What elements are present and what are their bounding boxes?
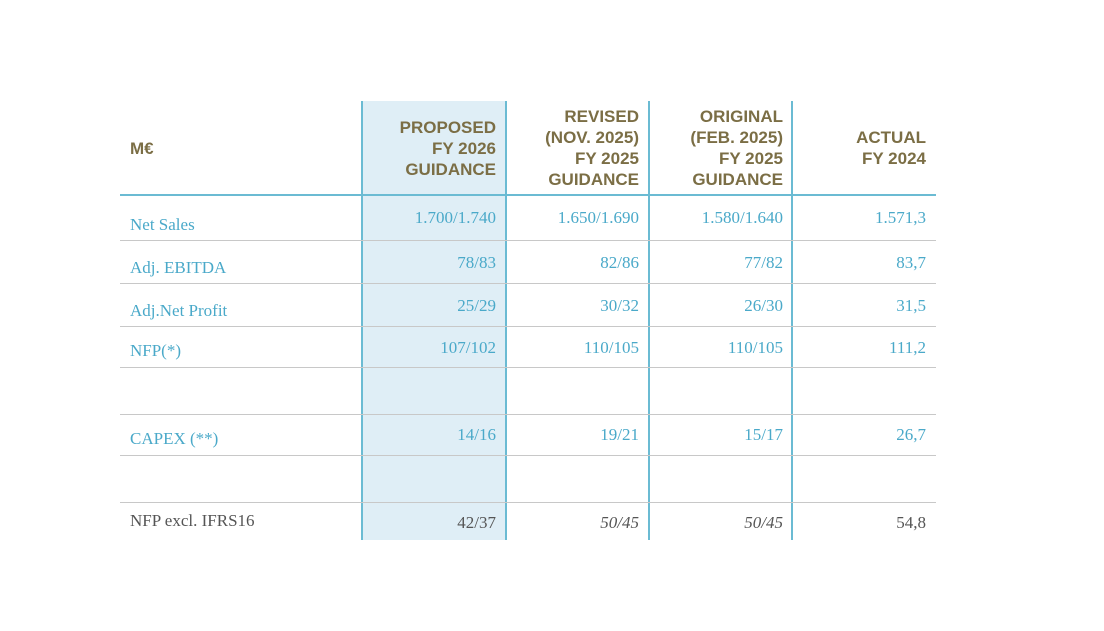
cell-value: 50/45 bbox=[600, 513, 639, 532]
cell-value: 83,7 bbox=[896, 253, 926, 272]
cell-value: 50/45 bbox=[744, 513, 783, 532]
row-label-nfp: NFP(*) bbox=[130, 341, 182, 360]
cell-value: 26,7 bbox=[896, 425, 926, 444]
column-divider bbox=[648, 101, 650, 540]
header-original-fy2025: ORIGINAL (FEB. 2025) FY 2025 GUIDANCE bbox=[690, 106, 783, 190]
header-line: ORIGINAL bbox=[699, 107, 783, 126]
column-divider bbox=[791, 101, 793, 540]
cell-value: 42/37 bbox=[457, 513, 496, 532]
row-label-capex: CAPEX (**) bbox=[130, 429, 219, 448]
header-line: (FEB. 2025) bbox=[690, 128, 783, 147]
cell-value: 19/21 bbox=[600, 425, 639, 444]
row-label-adj-net-profit: Adj.Net Profit bbox=[130, 301, 228, 320]
cell-value: 77/82 bbox=[744, 253, 783, 272]
cell-value: 1.580/1.640 bbox=[701, 208, 783, 227]
header-line: FY 2024 bbox=[862, 149, 926, 168]
column-divider bbox=[505, 101, 507, 540]
cell-value: 110/105 bbox=[583, 338, 639, 357]
row-label-net-sales: Net Sales bbox=[130, 215, 195, 234]
header-line: REVISED bbox=[564, 107, 639, 126]
header-revised-fy2025: REVISED (NOV. 2025) FY 2025 GUIDANCE bbox=[545, 106, 639, 190]
row-label-adj-ebitda: Adj. EBITDA bbox=[130, 258, 227, 277]
row-rule bbox=[120, 502, 936, 503]
proposed-column-highlight bbox=[363, 101, 506, 540]
row-label-nfp-excl-ifrs16: NFP excl. IFRS16 bbox=[130, 511, 255, 530]
cell-value: 31,5 bbox=[896, 296, 926, 315]
cell-value: 14/16 bbox=[457, 425, 496, 444]
cell-value: 111,2 bbox=[889, 338, 926, 357]
row-rule bbox=[120, 240, 936, 241]
cell-value: 110/105 bbox=[727, 338, 783, 357]
header-line: FY 2026 bbox=[432, 139, 496, 158]
cell-value: 26/30 bbox=[744, 296, 783, 315]
cell-value: 107/102 bbox=[440, 338, 496, 357]
cell-value: 30/32 bbox=[600, 296, 639, 315]
row-rule bbox=[120, 455, 936, 456]
row-rule bbox=[120, 326, 936, 327]
metric-unit-header: M€ bbox=[130, 139, 154, 158]
cell-value: 78/83 bbox=[457, 253, 496, 272]
cell-value: 1.571,3 bbox=[875, 208, 926, 227]
header-line: PROPOSED bbox=[399, 118, 496, 137]
header-line: GUIDANCE bbox=[548, 170, 639, 189]
row-rule bbox=[120, 283, 936, 284]
cell-value: 1.700/1.740 bbox=[414, 208, 496, 227]
cell-value: 82/86 bbox=[600, 253, 639, 272]
header-actual-fy2024: ACTUAL FY 2024 bbox=[856, 127, 926, 169]
header-line: FY 2025 bbox=[719, 149, 783, 168]
row-rule bbox=[120, 414, 936, 415]
header-line: GUIDANCE bbox=[692, 170, 783, 189]
cell-value: 15/17 bbox=[744, 425, 783, 444]
header-rule bbox=[120, 194, 936, 196]
cell-value: 54,8 bbox=[896, 513, 926, 532]
guidance-table: M€ PROPOSED FY 2026 GUIDANCE REVISED (NO… bbox=[120, 101, 936, 540]
row-rule bbox=[120, 367, 936, 368]
header-line: FY 2025 bbox=[575, 149, 639, 168]
header-line: (NOV. 2025) bbox=[545, 128, 639, 147]
header-line: ACTUAL bbox=[856, 128, 926, 147]
cell-value: 1.650/1.690 bbox=[557, 208, 639, 227]
header-proposed-fy2026: PROPOSED FY 2026 GUIDANCE bbox=[400, 117, 496, 180]
cell-value: 25/29 bbox=[457, 296, 496, 315]
header-line: GUIDANCE bbox=[405, 160, 496, 179]
column-divider bbox=[361, 101, 363, 540]
